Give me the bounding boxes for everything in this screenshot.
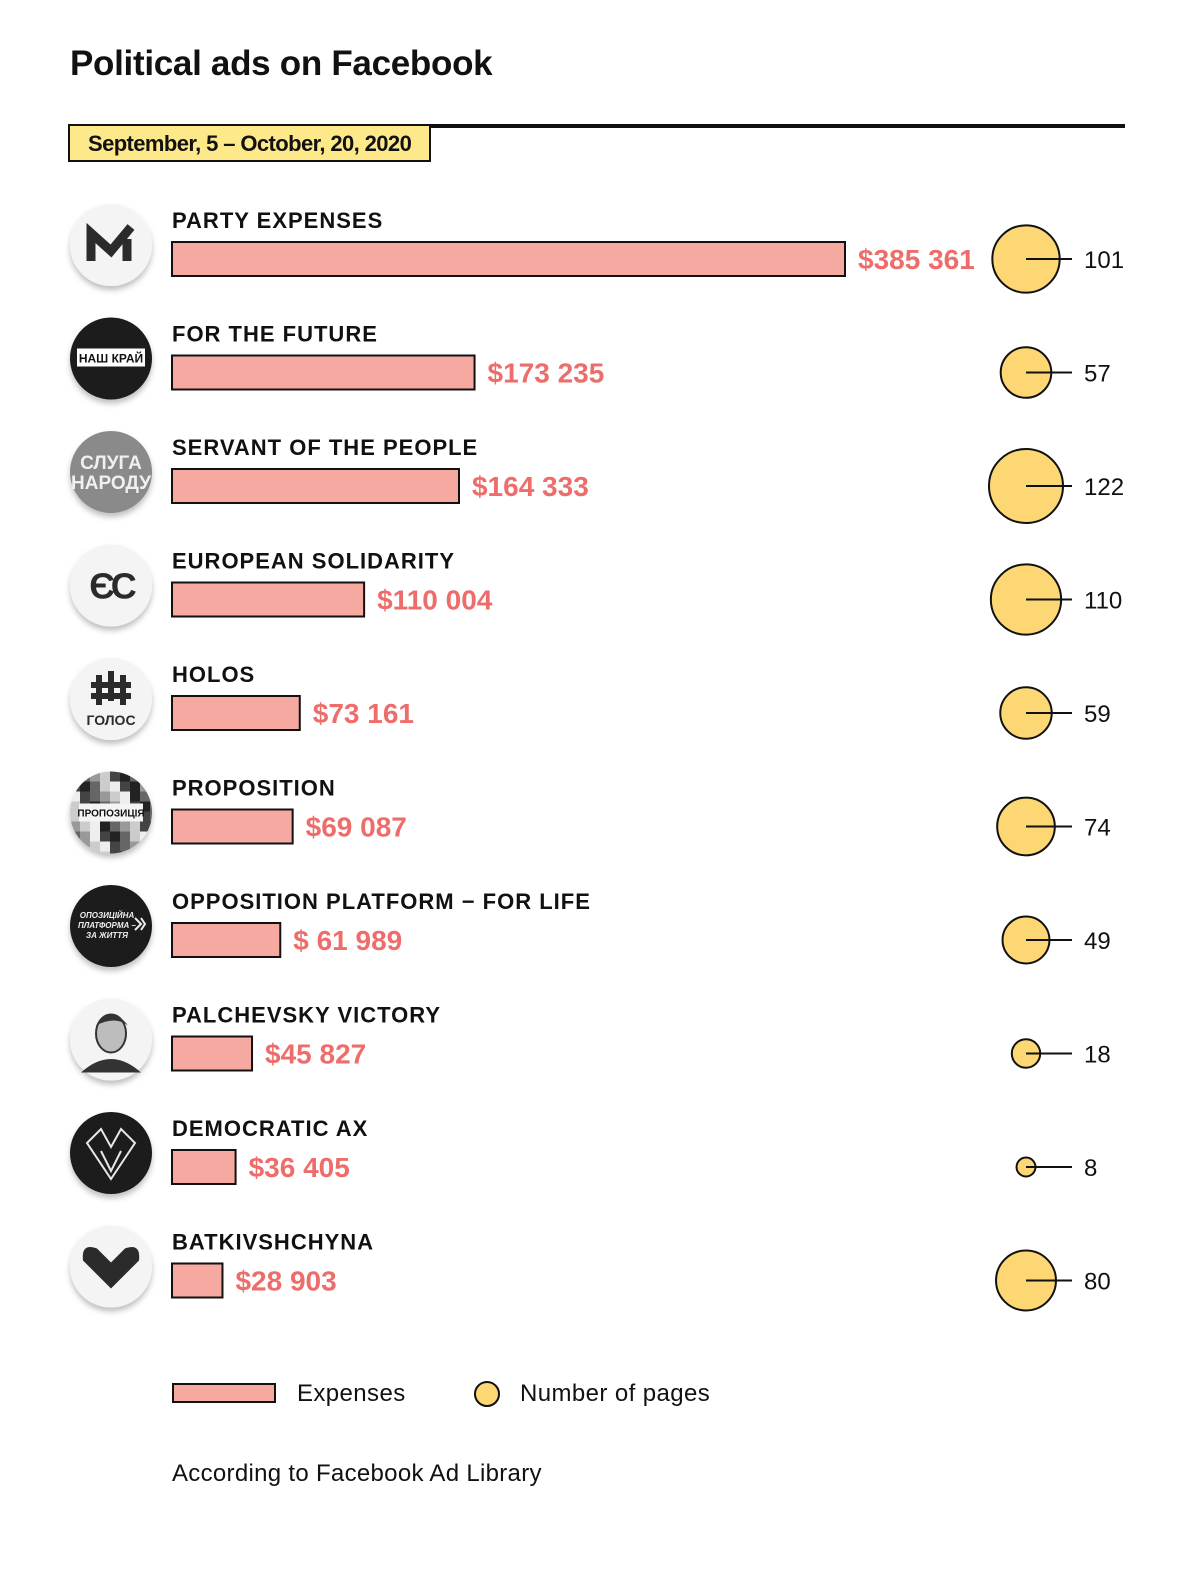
- chart-row: ПРОПОЗИЦІЯ PROPOSITION $69 087 74: [70, 771, 1111, 857]
- portrait-shoulders: [81, 1059, 141, 1073]
- pages-value-label: 49: [1084, 928, 1111, 955]
- expense-bar: [171, 922, 282, 958]
- holos-mark: [91, 671, 131, 705]
- category-label: PALCHEVSKY VICTORY: [172, 1003, 441, 1028]
- logo-text: ОПОЗИЦІЙНА: [80, 911, 135, 920]
- expense-value-label: $ 61 989: [293, 925, 402, 956]
- expense-bar: [171, 354, 476, 391]
- pages-value-label: 80: [1084, 1269, 1111, 1296]
- category-label: EUROPEAN SOLIDARITY: [172, 549, 455, 574]
- expense-bar: [171, 241, 846, 277]
- pages-value-label: 101: [1084, 247, 1124, 274]
- chart-row: ГОЛОС HOLOS $73 161 59: [70, 658, 1111, 740]
- category-label: PARTY EXPENSES: [172, 208, 383, 233]
- pages-value-label: 122: [1084, 474, 1124, 501]
- heart-mark: [82, 1247, 140, 1289]
- expense-bar: [171, 468, 460, 504]
- legend-pages-swatch: [474, 1381, 500, 1407]
- logo-text-line1: СЛУГА: [80, 453, 142, 474]
- logo-plate: [77, 348, 145, 367]
- expense-bar: [171, 808, 294, 845]
- category-label: PROPOSITION: [172, 776, 336, 801]
- category-label: HOLOS: [172, 662, 255, 687]
- category-label: FOR THE FUTURE: [172, 322, 378, 347]
- logo-text: ЄС: [89, 566, 137, 607]
- expense-value-label: $28 903: [235, 1266, 336, 1297]
- expense-value-label: $36 405: [249, 1152, 350, 1183]
- category-label: DEMOCRATIC AX: [172, 1116, 368, 1141]
- expense-value-label: $45 827: [265, 1039, 366, 1070]
- expense-value-label: $73 161: [313, 698, 414, 729]
- chart-row: BATKIVSHCHYNA $28 903 80: [70, 1225, 1111, 1312]
- legend-expenses-label: Expenses: [297, 1380, 406, 1407]
- pages-value-label: 8: [1084, 1155, 1097, 1182]
- chart-area: PARTY EXPENSES $385 361 101 НАШ КРАЙ FOR THE…: [70, 204, 1124, 1312]
- category-label: SERVANT OF THE PEOPLE: [172, 435, 478, 460]
- ax-mark: [85, 1127, 137, 1181]
- logo-text: НАШ КРАЙ: [79, 351, 143, 366]
- chart-title: Political ads on Facebook: [70, 44, 493, 83]
- expense-value-label: $164 333: [472, 471, 589, 502]
- logo-text: ЗА ЖИТТЯ: [86, 931, 128, 940]
- pages-value-label: 110: [1084, 588, 1122, 615]
- logo-circle: [70, 544, 152, 627]
- logo-text: ГОЛОС: [86, 712, 135, 728]
- chart-row: PALCHEVSKY VICTORY $45 827 18: [70, 998, 1111, 1081]
- portrait-hair: [96, 1014, 128, 1026]
- legend-expenses-swatch: [172, 1383, 276, 1403]
- logo-text: ПРОПОЗИЦІЯ: [77, 809, 144, 820]
- expense-bar: [171, 1035, 254, 1072]
- pages-value-label: 59: [1084, 701, 1111, 728]
- m-glyph: [86, 222, 135, 261]
- logo-text-line2: НАРОДУ: [71, 473, 151, 494]
- logo-swoosh: [134, 917, 147, 931]
- portrait-head: [95, 1013, 127, 1054]
- chart-row: PARTY EXPENSES $385 361 101: [70, 204, 1124, 294]
- pages-value-label: 57: [1084, 361, 1111, 388]
- expense-value-label: $173 235: [488, 358, 605, 389]
- logo-circle: [70, 885, 152, 967]
- expense-bar: [171, 695, 301, 731]
- chart-row: DEMOCRATIC AX $36 405 8: [70, 1112, 1097, 1194]
- expense-bar: [171, 581, 366, 618]
- logo-circle: [70, 431, 152, 513]
- chart-row: ЄС EUROPEAN SOLIDARITY $110 004 110: [70, 544, 1122, 636]
- header-rule: [68, 124, 1125, 128]
- pages-value-label: 18: [1084, 1042, 1111, 1069]
- pages-value-label: 74: [1084, 815, 1111, 842]
- expense-value-label: $385 361: [858, 244, 975, 275]
- logo-circle: [70, 1112, 152, 1194]
- source-note: According to Facebook Ad Library: [172, 1460, 542, 1487]
- expense-value-label: $110 004: [377, 585, 493, 616]
- expense-bar: [171, 1262, 224, 1299]
- expense-value-label: $69 087: [306, 812, 407, 843]
- ax-inner: [100, 1150, 122, 1174]
- category-label: BATKIVSHCHYNA: [172, 1230, 374, 1255]
- legend-pages-label: Number of pages: [520, 1380, 711, 1407]
- logo-plate: [79, 803, 143, 822]
- expense-bar: [171, 1149, 237, 1185]
- logo-text: ПЛАТФОРМА –: [78, 921, 136, 930]
- category-label: OPPOSITION PLATFORM − FOR LIFE: [172, 889, 591, 914]
- chart-row: НАШ КРАЙ FOR THE FUTURE $173 235 57: [70, 317, 1111, 400]
- date-range-badge: September, 5 – October, 20, 2020: [68, 126, 432, 162]
